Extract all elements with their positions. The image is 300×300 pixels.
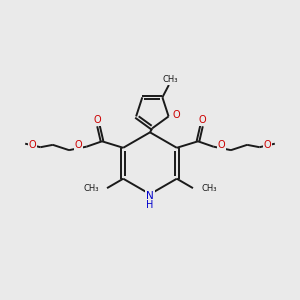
Text: H: H — [146, 200, 154, 210]
Text: O: O — [218, 140, 226, 150]
Text: O: O — [173, 110, 180, 120]
Text: CH₃: CH₃ — [201, 184, 217, 193]
Text: CH₃: CH₃ — [83, 184, 99, 193]
Text: O: O — [94, 115, 101, 125]
Text: CH₃: CH₃ — [163, 75, 178, 84]
Text: O: O — [199, 115, 206, 125]
Text: O: O — [74, 140, 82, 150]
Text: O: O — [264, 140, 271, 150]
Text: O: O — [29, 140, 36, 150]
Text: N: N — [146, 190, 154, 201]
